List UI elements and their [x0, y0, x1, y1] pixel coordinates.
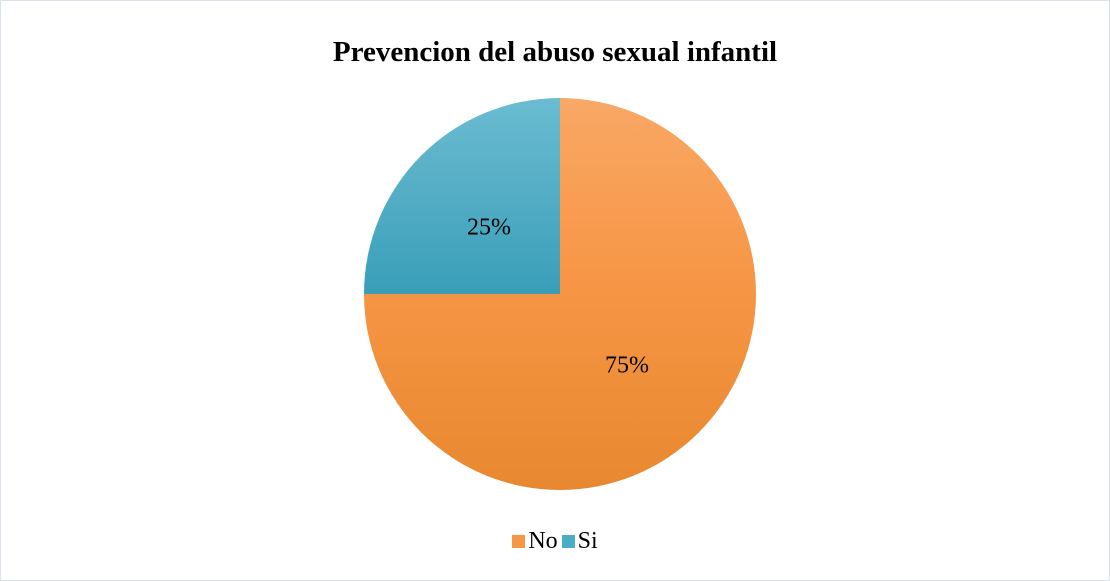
- legend-swatch-si: [561, 535, 575, 548]
- data-label-si: 25%: [467, 215, 511, 241]
- legend-label-no: No: [528, 528, 558, 554]
- data-label-no: 75%: [605, 353, 649, 379]
- legend-label-si: Si: [577, 528, 598, 554]
- legend-swatch-no: [512, 535, 526, 548]
- legend-item-no: No: [512, 528, 558, 555]
- legend: No Si: [0, 528, 1110, 555]
- pie-slice-si: [364, 98, 560, 294]
- pie-data-labels: 75% 25%: [467, 215, 649, 379]
- chart-title: Prevencion del abuso sexual infantil: [332, 36, 778, 68]
- pie-slices: [364, 98, 756, 490]
- legend-item-si: Si: [561, 528, 598, 555]
